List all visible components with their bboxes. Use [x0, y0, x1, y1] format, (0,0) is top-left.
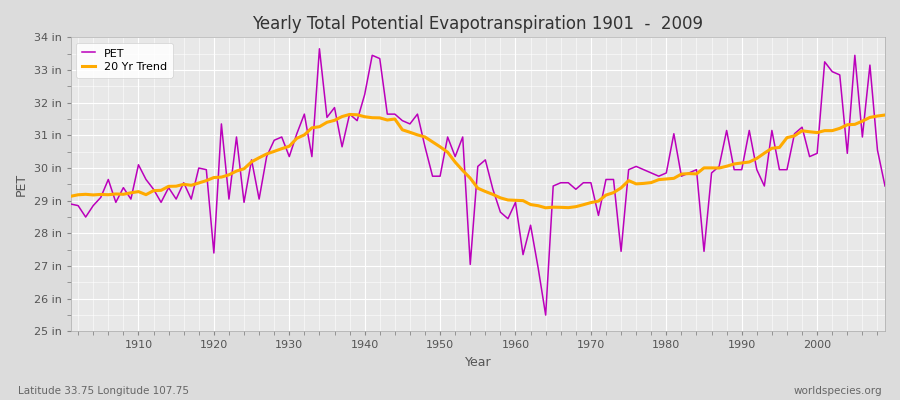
Y-axis label: PET: PET — [15, 173, 28, 196]
20 Yr Trend — [65, 194, 76, 199]
Line: 20 Yr Trend: 20 Yr Trend — [70, 114, 885, 208]
20 Yr Trend — [337, 114, 347, 119]
20 Yr Trend — [510, 198, 521, 203]
PET — [518, 252, 528, 257]
PET — [616, 249, 626, 254]
20 Yr Trend — [518, 198, 528, 203]
20 Yr Trend — [879, 113, 890, 118]
Text: Latitude 33.75 Longitude 107.75: Latitude 33.75 Longitude 107.75 — [18, 386, 189, 396]
PET — [314, 46, 325, 51]
20 Yr Trend — [292, 136, 302, 141]
20 Yr Trend — [344, 112, 355, 117]
PET — [540, 313, 551, 318]
Text: worldspecies.org: worldspecies.org — [794, 386, 882, 396]
Title: Yearly Total Potential Evapotranspiration 1901  -  2009: Yearly Total Potential Evapotranspiratio… — [252, 15, 703, 33]
Legend: PET, 20 Yr Trend: PET, 20 Yr Trend — [76, 43, 173, 78]
20 Yr Trend — [125, 190, 136, 195]
20 Yr Trend — [540, 206, 551, 210]
20 Yr Trend — [616, 186, 626, 190]
X-axis label: Year: Year — [464, 356, 491, 369]
Line: PET: PET — [70, 49, 885, 315]
PET — [292, 131, 302, 136]
PET — [125, 197, 136, 202]
PET — [510, 200, 521, 205]
PET — [344, 112, 355, 116]
PET — [879, 184, 890, 188]
PET — [65, 202, 76, 206]
